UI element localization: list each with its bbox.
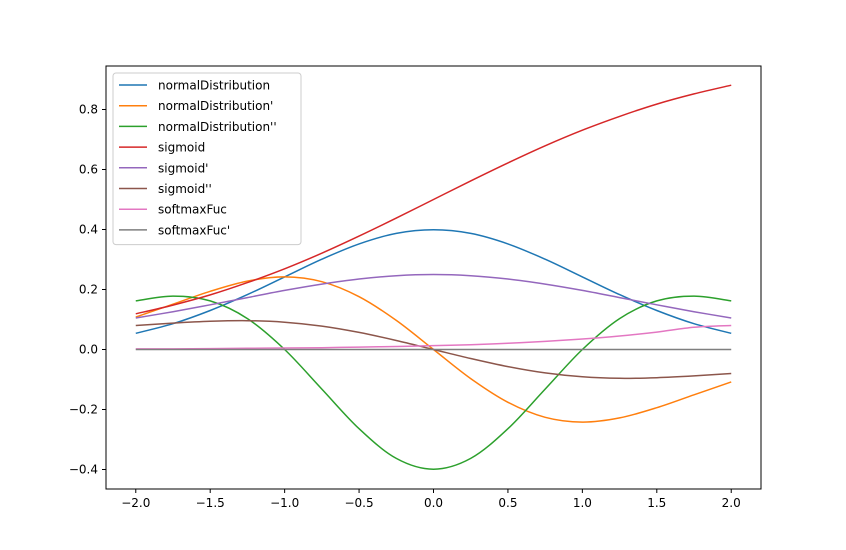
legend-label: sigmoid' — [158, 161, 208, 175]
x-tick-label: 0.5 — [498, 496, 517, 510]
series-line-6 — [135, 324, 732, 350]
legend: normalDistribution normalDistribution' nor… — [112, 72, 302, 246]
legend-box — [112, 72, 302, 246]
x-tick-label: −1.5 — [196, 496, 225, 510]
x-tick-label: −1.0 — [270, 496, 299, 510]
legend-label: softmaxFuc' — [158, 223, 230, 237]
x-tick-label: 0.0 — [424, 496, 443, 510]
x-tick-label: −0.5 — [344, 496, 373, 510]
plot-lines — [135, 84, 732, 470]
y-axis: −0.4 −0.2 0.0 0.2 0.4 0.6 0.8 — [69, 103, 106, 477]
y-tick-label: 0.0 — [79, 343, 98, 357]
x-tick-label: 1.0 — [573, 496, 592, 510]
y-tick-label: 0.8 — [79, 103, 98, 117]
legend-label: normalDistribution — [158, 79, 270, 93]
series-line-2 — [135, 295, 732, 470]
x-tick-label: 1.5 — [647, 496, 666, 510]
legend-label: softmaxFuc — [158, 203, 227, 217]
series-line-4 — [135, 273, 732, 319]
x-tick-label: 2.0 — [722, 496, 741, 510]
y-tick-label: 0.4 — [79, 223, 98, 237]
y-tick-label: 0.2 — [79, 283, 98, 297]
series-line-3 — [135, 84, 732, 315]
legend-label: normalDistribution'' — [158, 120, 277, 134]
legend-label: normalDistribution' — [158, 99, 273, 113]
x-tick-label: −2.0 — [121, 496, 150, 510]
x-axis: −2.0 −1.5 −1.0 −0.5 0.0 0.5 1.0 1.5 2.0 — [121, 489, 741, 510]
legend-label: sigmoid'' — [158, 182, 212, 196]
y-tick-label: 0.6 — [79, 163, 98, 177]
y-tick-label: −0.4 — [69, 463, 98, 477]
y-tick-label: −0.2 — [69, 403, 98, 417]
legend-label: sigmoid — [158, 141, 205, 155]
